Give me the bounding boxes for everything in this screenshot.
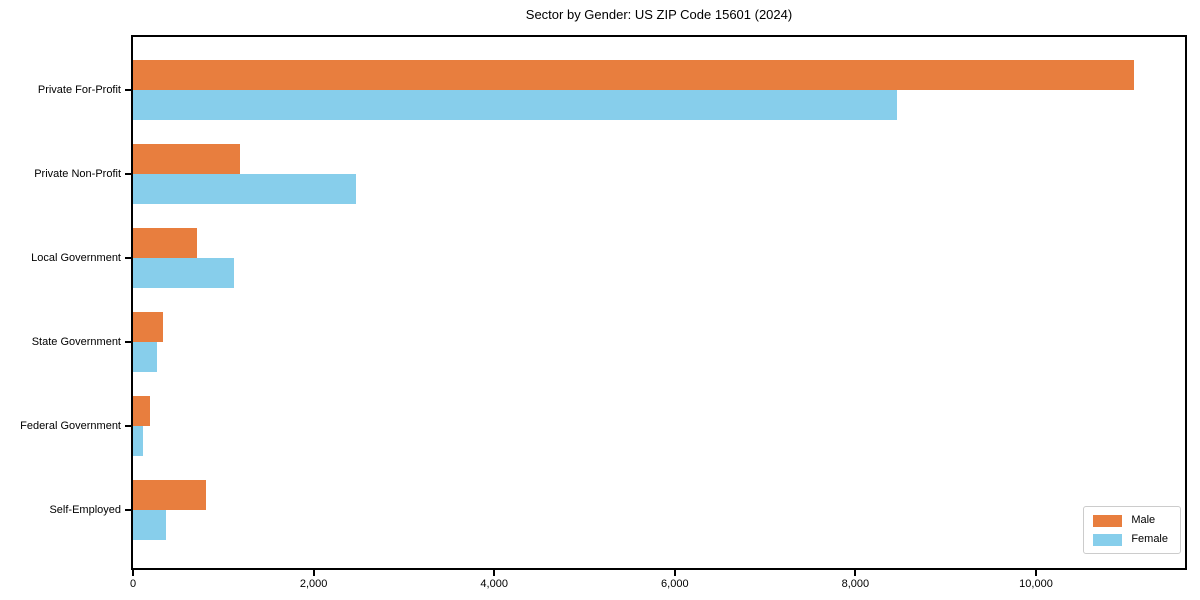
x-tick-mark xyxy=(1035,570,1037,576)
x-tick-label: 0 xyxy=(129,578,137,590)
y-tick-mark xyxy=(125,341,131,343)
x-tick-mark xyxy=(132,570,134,576)
x-tick-label: 6,000 xyxy=(661,578,689,590)
x-tick-mark xyxy=(493,570,496,576)
legend: Male Female xyxy=(1083,506,1181,554)
bar-male-4 xyxy=(133,312,163,342)
bar-female-4 xyxy=(133,342,157,372)
bar-male-3 xyxy=(133,228,197,258)
bar-female-6 xyxy=(133,510,166,540)
bar-male-6 xyxy=(133,480,206,510)
x-tick-label: 8,000 xyxy=(841,578,870,590)
y-category-label: Federal Government xyxy=(20,420,121,432)
bar-male-2 xyxy=(133,144,240,174)
y-category-label: Self-Employed xyxy=(49,504,121,516)
y-tick-mark xyxy=(125,89,131,91)
x-tick-mark xyxy=(673,570,676,576)
bar-male-1 xyxy=(133,60,1134,90)
y-tick-mark xyxy=(125,509,131,511)
plot-area xyxy=(131,35,1187,570)
y-category-label: Private For-Profit xyxy=(37,84,121,96)
chart-title: Sector by Gender: US ZIP Code 15601 (202… xyxy=(525,7,793,22)
legend-swatch-male xyxy=(1093,514,1123,527)
legend-label: Female xyxy=(1131,533,1168,545)
x-tick-label: 2,000 xyxy=(299,578,328,590)
bar-female-3 xyxy=(133,258,234,288)
y-tick-mark xyxy=(125,257,131,259)
y-tick-mark xyxy=(125,425,131,427)
y-category-label: State Government xyxy=(31,336,121,348)
bar-female-1 xyxy=(133,90,897,120)
bar-female-2 xyxy=(133,174,356,204)
legend-label: Male xyxy=(1131,514,1156,526)
y-tick-mark xyxy=(125,173,131,175)
bar-male-5 xyxy=(133,396,150,426)
legend-item-male: Male xyxy=(1093,514,1168,527)
legend-swatch-female xyxy=(1093,533,1123,546)
x-tick-label: 10,000 xyxy=(1019,578,1053,590)
legend-item-female: Female xyxy=(1093,533,1168,546)
bar-female-5 xyxy=(133,426,143,456)
x-tick-mark xyxy=(312,570,315,576)
x-tick-label: 4,000 xyxy=(480,578,508,590)
y-category-label: Private Non-Profit xyxy=(34,168,121,180)
y-category-label: Local Government xyxy=(31,252,121,264)
x-tick-mark xyxy=(854,570,857,576)
